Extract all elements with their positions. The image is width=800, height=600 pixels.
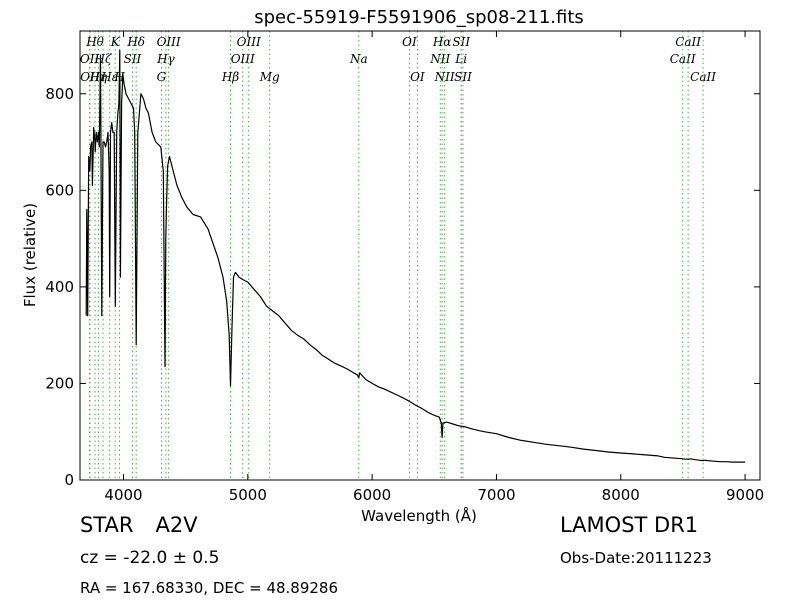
line-marker-label-11: Hγ: [156, 52, 175, 66]
line-marker-label-4: Hζ: [94, 52, 113, 66]
line-marker-label-18: OI: [402, 35, 417, 49]
x-tick-label-1: 5000: [229, 486, 267, 504]
line-marker-label-10: G: [157, 70, 167, 84]
line-marker-label-13: Hβ: [221, 70, 239, 84]
line-marker-label-16: Mg: [259, 70, 280, 84]
chart-title: spec-55919-F5591906_sp08-211.fits: [254, 7, 584, 28]
object-subclass: A2V: [155, 513, 198, 537]
x-tick-label-2: 6000: [353, 486, 391, 504]
object-class-label: STAR: [80, 513, 134, 537]
line-marker-label-26: CaII: [670, 52, 696, 66]
observation-date: Obs-Date:20111223: [560, 549, 712, 567]
line-marker-label-14: OIII: [231, 52, 255, 66]
x-tick-label-4: 8000: [602, 486, 640, 504]
line-marker-label-2: Hθ: [85, 35, 104, 49]
survey-name: LAMOST DR1: [560, 513, 699, 537]
line-marker-label-12: OIII: [157, 35, 181, 49]
y-tick-label-0: 0: [64, 471, 74, 489]
line-marker-label-21: Hα: [432, 35, 452, 49]
x-tick-label-3: 7000: [477, 486, 515, 504]
line-marker-label-8: SII: [124, 52, 142, 66]
line-marker-label-20: NII: [429, 52, 450, 66]
line-marker-label-28: CaII: [690, 70, 716, 84]
line-marker-label-15: OIII: [237, 35, 261, 49]
x-tick-label-5: 9000: [726, 486, 764, 504]
line-marker-label-5: Hε: [100, 70, 118, 84]
redshift-value: cz = -22.0 ± 0.5: [80, 548, 220, 568]
x-tick-label-0: 4000: [104, 486, 142, 504]
plot-area: OIIOIIHθHηHζHεKHSIIHδGHγOIIIHβOIIIOIIIMg…: [45, 30, 764, 504]
line-marker-label-25: SII: [454, 70, 472, 84]
line-marker-label-24: SII: [452, 35, 470, 49]
object-class: STAR A2V: [80, 513, 198, 537]
y-tick-label-1: 200: [45, 374, 74, 392]
plot-frame: [79, 30, 761, 481]
line-marker-label-23: Li: [454, 52, 467, 66]
coordinates: RA = 167.68330, DEC = 48.89286: [80, 579, 339, 597]
y-tick-label-2: 400: [45, 278, 74, 296]
y-tick-label-4: 800: [45, 85, 74, 103]
x-axis-label: Wavelength (Å): [361, 506, 477, 525]
y-tick-label-3: 600: [45, 181, 74, 199]
y-axis-label: Flux (relative): [21, 203, 39, 307]
line-marker-label-9: Hδ: [126, 35, 145, 49]
line-marker-label-22: NII: [434, 70, 455, 84]
line-marker-label-17: Na: [349, 52, 368, 66]
line-marker-label-6: K: [110, 35, 121, 49]
line-marker-label-19: OI: [410, 70, 425, 84]
spectrum-line: [85, 49, 746, 463]
line-marker-label-27: CaII: [675, 35, 701, 49]
